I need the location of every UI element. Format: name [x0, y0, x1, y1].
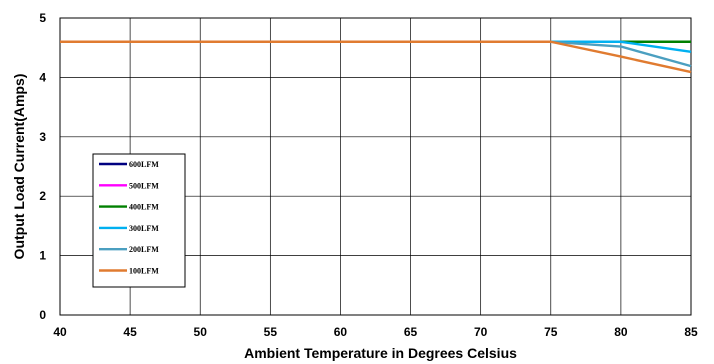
x-tick-label: 85	[684, 325, 698, 339]
x-tick-label: 70	[474, 325, 488, 339]
legend-label: 500LFM	[129, 181, 159, 190]
x-tick-label: 80	[614, 325, 628, 339]
y-tick-label: 3	[39, 130, 46, 144]
legend-box	[92, 153, 186, 288]
y-tick-label: 4	[39, 70, 46, 84]
series-line-100lfm	[60, 40, 692, 74]
x-tick-label: 60	[334, 325, 348, 339]
x-tick-label: 55	[264, 325, 278, 339]
x-tick-label: 75	[544, 325, 558, 339]
legend-label: 200LFM	[129, 245, 159, 254]
y-tick-label: 0	[39, 308, 46, 322]
legend-label: 100LFM	[129, 267, 159, 276]
x-axis-title: Ambient Temperature in Degrees Celsius	[244, 345, 517, 361]
y-tick-label: 5	[39, 11, 46, 25]
legend-label: 600LFM	[129, 160, 159, 169]
x-tick-label: 45	[123, 325, 137, 339]
plot-area-frame	[59, 17, 692, 316]
series-line-200lfm	[60, 40, 692, 68]
legend: 600LFM 500LFM 400LFM 300LFM 200LFM 100LFM	[92, 153, 186, 288]
x-tick-label: 50	[194, 325, 208, 339]
y-tick-label: 1	[39, 249, 46, 263]
x-tick-labels: 40 45 50 55 60 65 70 75 80 85	[53, 325, 698, 339]
x-tick-label: 40	[53, 325, 67, 339]
y-tick-labels: 0 1 2 3 4 5	[39, 11, 46, 322]
y-axis-title: Output Load Current(Amps)	[11, 74, 27, 260]
x-tick-label: 65	[404, 325, 418, 339]
y-tick-label: 2	[39, 189, 46, 203]
series-lines	[60, 40, 692, 74]
legend-label: 400LFM	[129, 203, 159, 212]
legend-label: 300LFM	[129, 224, 159, 233]
